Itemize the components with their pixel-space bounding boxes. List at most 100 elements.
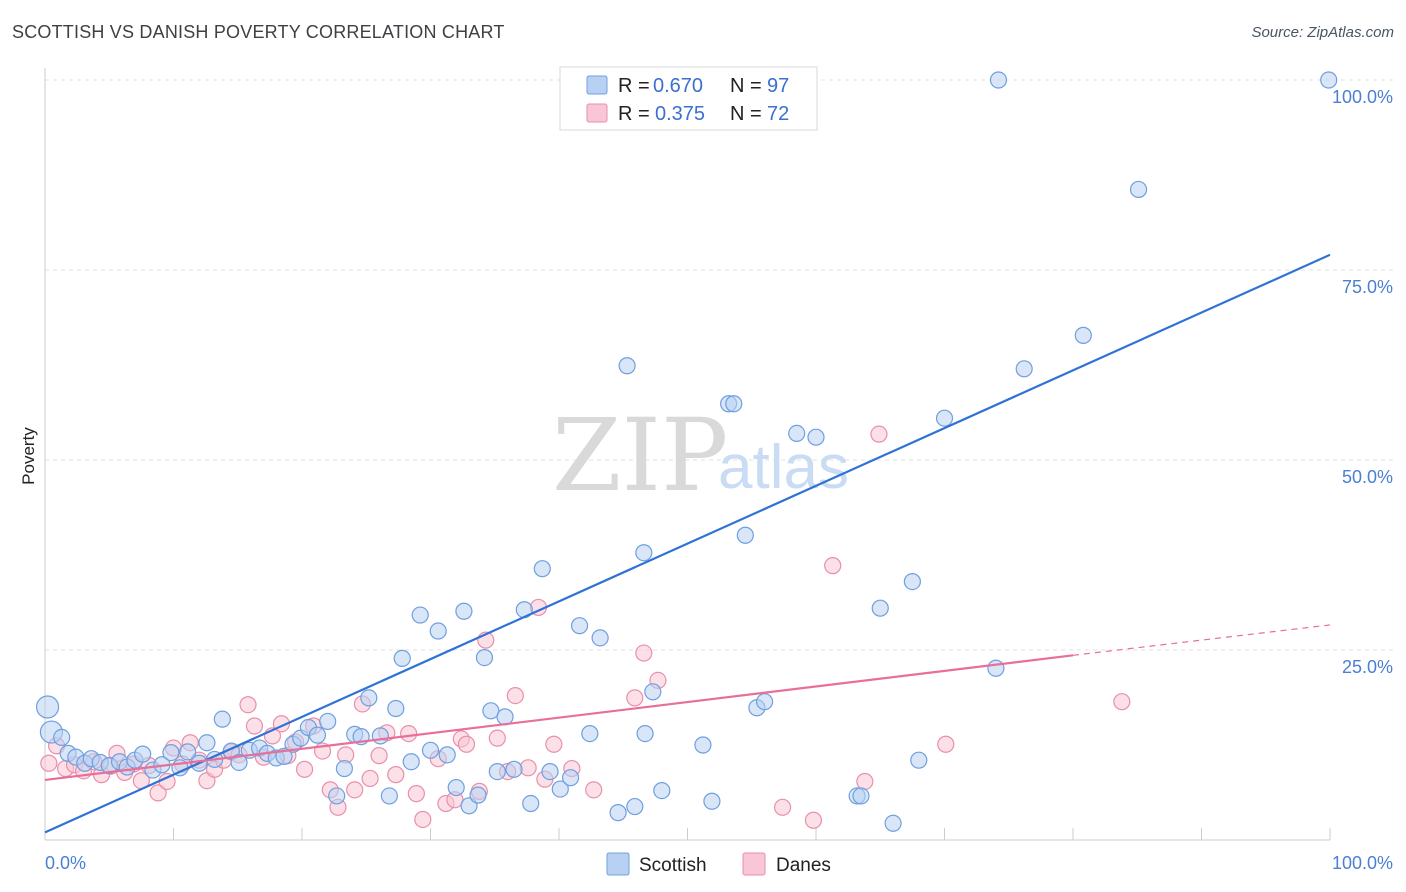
danes-point bbox=[635, 644, 653, 662]
legend-r-label-scottish: R = bbox=[618, 75, 650, 97]
scottish-point bbox=[162, 743, 180, 762]
legend-swatch-scottish bbox=[586, 75, 608, 95]
y-tick-label: 50.0% bbox=[1342, 467, 1393, 487]
y-axis-label: Poverty bbox=[19, 427, 38, 485]
scottish-point bbox=[505, 760, 523, 778]
danes-point bbox=[519, 759, 537, 777]
scottish-point bbox=[987, 659, 1005, 677]
danes-point bbox=[824, 557, 842, 575]
scottish-point bbox=[319, 712, 337, 731]
danes-point bbox=[400, 724, 418, 743]
watermark: ZIP atlas bbox=[552, 397, 849, 514]
y-tick-label: 75.0% bbox=[1342, 277, 1393, 297]
danes-point bbox=[239, 696, 257, 714]
scottish-point bbox=[1320, 71, 1338, 89]
scottish-point bbox=[179, 743, 197, 761]
scottish-point bbox=[308, 726, 327, 744]
scottish-point bbox=[609, 804, 627, 822]
scottish-point bbox=[1074, 326, 1092, 344]
y-tick-label: 25.0% bbox=[1342, 657, 1393, 677]
bottom-legend-label-scottish: Scottish bbox=[639, 855, 707, 876]
scottish-point bbox=[533, 560, 551, 578]
scottish-point bbox=[703, 792, 721, 810]
scottish-point bbox=[903, 572, 921, 591]
scottish-point bbox=[694, 736, 712, 754]
scottish-point bbox=[910, 751, 928, 769]
scottish-point bbox=[1015, 360, 1033, 378]
danes-point bbox=[626, 689, 644, 707]
legend-n-value-danes: 72 bbox=[767, 103, 789, 125]
scottish-point bbox=[411, 606, 429, 624]
scottish-point bbox=[570, 617, 589, 635]
x-tick-label: 0.0% bbox=[45, 853, 86, 873]
scottish-point bbox=[134, 745, 152, 763]
scottish-point bbox=[871, 599, 889, 617]
scottish-point bbox=[807, 428, 825, 446]
scottish-point bbox=[653, 781, 671, 800]
scottish-point bbox=[884, 814, 902, 832]
danes-point bbox=[414, 810, 432, 829]
scottish-point bbox=[402, 753, 420, 771]
bottom-legend-label-danes: Danes bbox=[776, 855, 831, 876]
scottish-point bbox=[626, 797, 644, 816]
bottom-legend-swatch-scottish bbox=[606, 852, 630, 876]
danes-trend-line bbox=[44, 654, 1074, 782]
scottish-point bbox=[618, 357, 636, 375]
scottish-point bbox=[380, 787, 398, 805]
scottish-point bbox=[198, 734, 216, 752]
bottom-legend-swatch-danes bbox=[742, 852, 766, 876]
scottish-point bbox=[475, 648, 494, 667]
scottish-point bbox=[213, 710, 231, 728]
scottish-point bbox=[35, 695, 60, 719]
danes-point bbox=[346, 781, 364, 799]
chart-title: SCOTTISH VS DANISH POVERTY CORRELATION C… bbox=[12, 22, 505, 42]
danes-point bbox=[545, 735, 563, 753]
danes-point bbox=[870, 425, 888, 443]
danes-point bbox=[370, 747, 388, 765]
scottish-point bbox=[736, 526, 754, 544]
danes-point bbox=[488, 729, 506, 747]
legend-swatch-danes bbox=[586, 103, 608, 123]
scottish-point bbox=[360, 689, 378, 707]
scottish-point bbox=[447, 778, 465, 797]
danes-point bbox=[149, 784, 167, 802]
scottish-point bbox=[230, 753, 248, 772]
scottish-point bbox=[725, 395, 743, 413]
scottish-point bbox=[989, 71, 1008, 89]
scottish-point bbox=[788, 424, 806, 442]
danes-point bbox=[804, 811, 823, 829]
danes-trend-extension bbox=[1072, 624, 1331, 656]
scottish-point bbox=[488, 762, 506, 781]
scottish-point bbox=[541, 762, 559, 781]
danes-point bbox=[773, 798, 792, 816]
watermark-atlas: atlas bbox=[718, 433, 849, 502]
scottish-point bbox=[387, 699, 405, 718]
x-tick-label: 100.0% bbox=[1332, 853, 1393, 873]
series-legend: Scottish Danes bbox=[606, 852, 831, 876]
scottish-point bbox=[852, 787, 870, 805]
scottish-point bbox=[551, 780, 569, 798]
scottish-point bbox=[1129, 180, 1148, 199]
legend-n-value-scottish: 97 bbox=[767, 75, 789, 97]
danes-point bbox=[361, 769, 379, 788]
danes-point bbox=[585, 781, 603, 799]
scottish-point bbox=[371, 727, 389, 745]
scottish-point bbox=[328, 787, 346, 805]
y-tick-label: 100.0% bbox=[1332, 87, 1393, 107]
danes-point bbox=[1113, 693, 1131, 711]
danes-point bbox=[245, 717, 264, 735]
scottish-point bbox=[591, 629, 609, 647]
scottish-trend-line bbox=[44, 253, 1331, 834]
scottish-point bbox=[644, 683, 662, 701]
scottish-point bbox=[335, 759, 354, 778]
legend-n-label-danes: N = bbox=[730, 103, 762, 125]
scottish-point bbox=[438, 746, 456, 764]
danes-point bbox=[457, 735, 476, 753]
trend-lines bbox=[44, 253, 1331, 834]
scottish-point bbox=[561, 769, 580, 787]
scottish-point bbox=[482, 702, 500, 720]
scottish-point bbox=[455, 602, 473, 620]
danes-point bbox=[506, 686, 524, 705]
danes-point bbox=[937, 735, 955, 753]
